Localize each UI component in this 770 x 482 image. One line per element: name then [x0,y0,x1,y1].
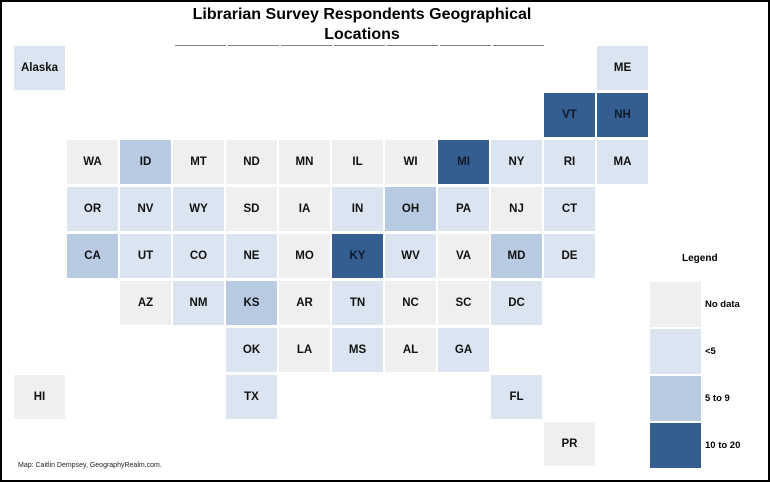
state-tile-az: AZ [120,281,171,325]
state-tile-wa: WA [67,140,118,184]
underline-segment [281,45,332,46]
state-tile-mi: MI [438,140,489,184]
state-tile-sd: SD [226,187,277,231]
state-tile-ky: KY [332,234,383,278]
state-tile-vt: VT [544,93,595,137]
state-tile-wi: WI [385,140,436,184]
state-tile-alaska: Alaska [14,46,65,90]
state-tile-md: MD [491,234,542,278]
state-tile-ca: CA [67,234,118,278]
state-tile-ok: OK [226,328,277,372]
legend-title: Legend [682,253,718,264]
state-tile-nv: NV [120,187,171,231]
state-tile-dc: DC [491,281,542,325]
state-tile-hi: HI [14,375,65,419]
legend-swatch [650,329,701,374]
underline-segment [175,45,226,46]
state-tile-mo: MO [279,234,330,278]
legend-swatch [650,423,701,468]
state-tile-la: LA [279,328,330,372]
state-tile-il: IL [332,140,383,184]
state-tile-id: ID [120,140,171,184]
underline-segment [387,45,438,46]
state-tile-mn: MN [279,140,330,184]
state-tile-oh: OH [385,187,436,231]
legend-swatch [650,282,701,327]
state-tile-co: CO [173,234,224,278]
legend-label: <5 [705,346,716,357]
legend-label: 10 to 20 [705,440,741,451]
state-tile-va: VA [438,234,489,278]
map-credit: Map: Caitlin Dempsey, GeographyRealm.com… [18,462,162,469]
legend-swatch [650,376,701,421]
underline-segment [493,45,544,46]
state-tile-ar: AR [279,281,330,325]
state-tile-ut: UT [120,234,171,278]
state-tile-ms: MS [332,328,383,372]
state-tile-de: DE [544,234,595,278]
underline-segment [228,45,279,46]
state-tile-me: ME [597,46,648,90]
state-tile-fl: FL [491,375,542,419]
state-tile-ma: MA [597,140,648,184]
state-tile-ks: KS [226,281,277,325]
state-tile-al: AL [385,328,436,372]
state-tile-ne: NE [226,234,277,278]
state-tile-pa: PA [438,187,489,231]
state-tile-tx: TX [226,375,277,419]
state-tile-ct: CT [544,187,595,231]
state-tile-nj: NJ [491,187,542,231]
state-tile-in: IN [332,187,383,231]
state-tile-nd: ND [226,140,277,184]
state-tile-sc: SC [438,281,489,325]
legend-label: 5 to 9 [705,393,730,404]
state-tile-nh: NH [597,93,648,137]
underline-segment [440,45,491,46]
state-tile-ny: NY [491,140,542,184]
state-tile-wy: WY [173,187,224,231]
state-tile-mt: MT [173,140,224,184]
state-tile-nm: NM [173,281,224,325]
legend-label: No data [705,299,740,310]
chart-title: Librarian Survey Respondents Geographica… [122,5,602,45]
title-line-1: Librarian Survey Respondents Geographica… [192,6,532,23]
state-tile-or: OR [67,187,118,231]
state-tile-nc: NC [385,281,436,325]
underline-segment [334,45,385,46]
state-tile-tn: TN [332,281,383,325]
state-tile-ga: GA [438,328,489,372]
state-tile-pr: PR [544,422,595,466]
title-line-2: Locations [324,26,400,43]
state-tile-ri: RI [544,140,595,184]
state-tile-wv: WV [385,234,436,278]
state-tile-ia: IA [279,187,330,231]
